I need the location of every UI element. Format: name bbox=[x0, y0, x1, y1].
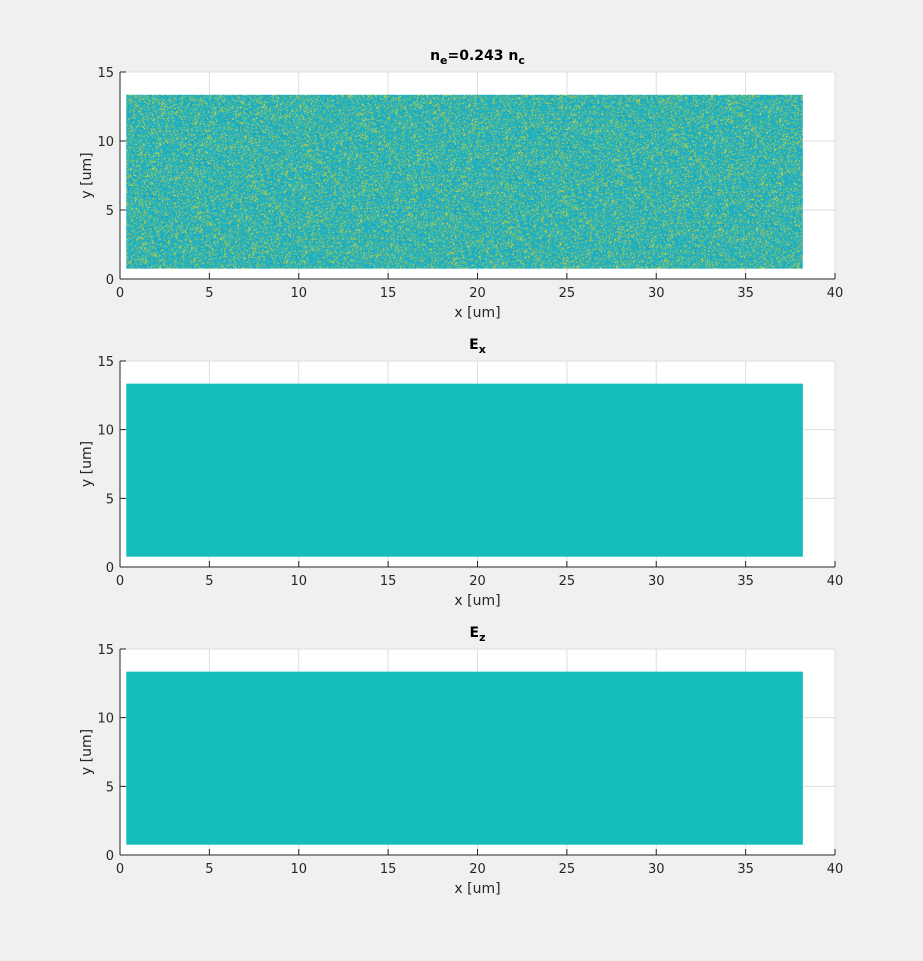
x-tick-label: 25 bbox=[559, 862, 576, 877]
title-subscript: z bbox=[479, 631, 485, 644]
x-axis-label: x [um] bbox=[454, 305, 500, 321]
plot-panel-2: 0 5 10 15 20 25 30 35 40 0 5 10 15 x [um] y [um] Ex bbox=[79, 337, 843, 609]
chart-title: ne=0.243 nc bbox=[430, 48, 525, 67]
x-tick-label: 35 bbox=[737, 574, 754, 589]
x-tick-label: 20 bbox=[469, 574, 486, 589]
x-tick-label: 5 bbox=[205, 574, 213, 589]
y-tick-label: 10 bbox=[97, 712, 114, 727]
title-base: E bbox=[469, 337, 479, 353]
chart-title: Ex bbox=[469, 337, 486, 356]
x-axis-label: x [um] bbox=[454, 593, 500, 609]
x-tick-label: 5 bbox=[205, 286, 213, 301]
x-tick-label: 15 bbox=[380, 574, 397, 589]
field-image bbox=[126, 671, 803, 845]
title-subscript: c bbox=[518, 54, 525, 67]
y-tick-label: 10 bbox=[97, 135, 114, 150]
x-tick-label: 10 bbox=[290, 574, 307, 589]
title-subscript: e bbox=[440, 54, 447, 67]
y-tick-label: 15 bbox=[97, 66, 114, 81]
x-tick-label: 5 bbox=[205, 862, 213, 877]
x-tick-label: 0 bbox=[116, 862, 124, 877]
x-tick-label: 40 bbox=[827, 862, 844, 877]
y-tick-label: 0 bbox=[106, 273, 114, 288]
title-base: E bbox=[470, 625, 480, 641]
x-tick-label: 30 bbox=[648, 574, 665, 589]
title-base: n bbox=[430, 48, 440, 64]
x-tick-label: 15 bbox=[380, 286, 397, 301]
y-tick-label: 15 bbox=[97, 643, 114, 658]
y-tick-label: 10 bbox=[97, 424, 114, 439]
title-value: =0.243 n bbox=[448, 48, 519, 64]
field-image bbox=[126, 383, 803, 557]
y-tick-label: 5 bbox=[106, 204, 114, 219]
x-tick-label: 40 bbox=[827, 286, 844, 301]
y-tick-label: 5 bbox=[106, 492, 114, 507]
x-tick-label: 15 bbox=[380, 862, 397, 877]
density-field-image bbox=[126, 94, 803, 269]
x-tick-label: 10 bbox=[290, 286, 307, 301]
x-tick-label: 35 bbox=[737, 286, 754, 301]
y-axis-label: y [um] bbox=[79, 729, 95, 775]
x-tick-label: 0 bbox=[116, 286, 124, 301]
y-tick-label: 0 bbox=[106, 561, 114, 576]
x-tick-label: 0 bbox=[116, 574, 124, 589]
x-tick-label: 30 bbox=[648, 862, 665, 877]
x-tick-label: 40 bbox=[827, 574, 844, 589]
plot-panel-1: 0 5 10 15 20 25 30 35 40 0 5 10 15 x [um] y [um] ne=0.2… bbox=[79, 48, 843, 321]
chart-title: Ez bbox=[470, 625, 486, 644]
y-tick-label: 0 bbox=[106, 849, 114, 864]
x-tick-label: 35 bbox=[737, 862, 754, 877]
x-tick-label: 25 bbox=[559, 286, 576, 301]
x-tick-label: 30 bbox=[648, 286, 665, 301]
x-tick-label: 10 bbox=[290, 862, 307, 877]
plot-panel-3: 0 5 10 15 20 25 30 35 40 0 5 10 15 x [um] y [um] Ez bbox=[79, 625, 843, 897]
y-axis-label: y [um] bbox=[79, 152, 95, 198]
x-tick-label: 20 bbox=[469, 286, 486, 301]
x-tick-label: 20 bbox=[469, 862, 486, 877]
y-axis-label: y [um] bbox=[79, 441, 95, 487]
y-tick-label: 15 bbox=[97, 355, 114, 370]
x-tick-label: 25 bbox=[559, 574, 576, 589]
title-subscript: x bbox=[479, 343, 486, 356]
y-tick-label: 5 bbox=[106, 780, 114, 795]
x-axis-label: x [um] bbox=[454, 881, 500, 897]
